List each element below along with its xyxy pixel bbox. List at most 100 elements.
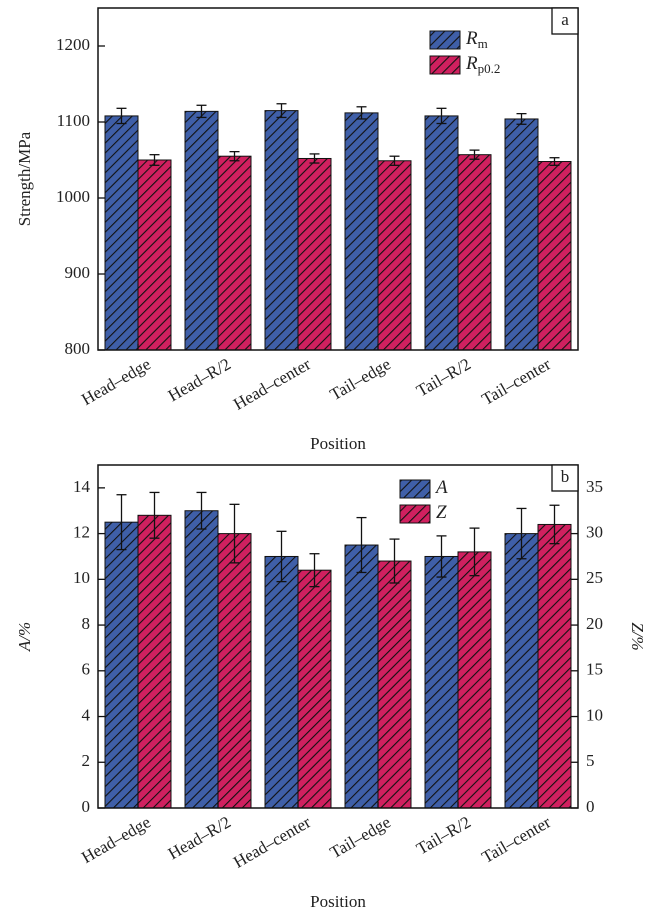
bar-hatch xyxy=(138,160,171,350)
x-tick-label: Head–edge xyxy=(78,812,154,867)
y2-tick-label: 15 xyxy=(586,660,603,679)
x-axis-label: Position xyxy=(310,892,366,911)
x-tick-label: Tail–R/2 xyxy=(413,812,474,858)
bar-hatch xyxy=(538,161,571,350)
bar-hatch xyxy=(425,115,458,350)
y-tick-label: 12 xyxy=(73,523,90,542)
bar-hatch xyxy=(298,158,331,350)
y2-tick-label: 0 xyxy=(586,797,595,816)
bar-hatch xyxy=(505,118,538,351)
x-tick-label: Tail–R/2 xyxy=(413,354,474,400)
bar-hatch xyxy=(105,115,138,350)
legend-hatch xyxy=(400,480,430,498)
panel-label: a xyxy=(561,10,569,29)
plot-frame xyxy=(97,7,579,351)
y-tick-label: 4 xyxy=(82,705,91,724)
legend-hatch xyxy=(400,505,430,523)
y-tick-label: 1100 xyxy=(57,111,90,130)
bar-hatch xyxy=(458,551,491,808)
bar-hatch xyxy=(345,545,378,808)
y-tick-label: 900 xyxy=(65,263,91,282)
x-tick-label: Tail–center xyxy=(478,354,554,409)
error-bar xyxy=(356,516,367,574)
bar-hatch xyxy=(298,570,331,808)
y-tick-label: 2 xyxy=(82,751,91,770)
panel-box xyxy=(551,464,579,492)
x-tick-label: Head–R/2 xyxy=(165,812,234,863)
y-tick-label: 8 xyxy=(82,614,91,633)
legend-label: A xyxy=(434,477,448,498)
error-bar xyxy=(149,154,160,166)
y2-tick-label: 35 xyxy=(586,477,603,496)
y-tick-label: 1000 xyxy=(56,187,90,206)
bar-hatch xyxy=(505,533,538,808)
plot-frame xyxy=(97,464,579,809)
error-bar xyxy=(309,153,320,164)
bar-hatch xyxy=(265,556,298,808)
bar-hatch xyxy=(185,510,218,808)
y-axis-label: A/% xyxy=(15,622,34,652)
bar-hatch xyxy=(378,160,411,350)
error-bar xyxy=(196,104,207,119)
error-bar xyxy=(276,530,287,583)
error-bar xyxy=(436,535,447,578)
y-tick-label: 0 xyxy=(82,797,91,816)
error-bar xyxy=(116,494,127,551)
x-tick-label: Head–R/2 xyxy=(165,354,234,405)
legend-hatch xyxy=(430,31,460,49)
y2-axis-label: Z/% xyxy=(628,622,647,650)
bar-hatch xyxy=(218,533,251,808)
bar-hatch xyxy=(265,110,298,350)
error-bar xyxy=(516,507,527,560)
legend-label: Z xyxy=(436,502,447,523)
bar-hatch xyxy=(185,111,218,350)
legend-label: Rm xyxy=(465,28,488,51)
error-bar xyxy=(196,491,207,530)
y2-tick-label: 20 xyxy=(586,614,603,633)
legend-label: Rp0.2 xyxy=(465,53,500,76)
x-tick-label: Tail–center xyxy=(478,812,554,867)
panel-box xyxy=(551,7,579,35)
y-axis-label: Strength/MPa xyxy=(15,131,34,226)
error-bar xyxy=(116,107,127,125)
y2-tick-label: 10 xyxy=(586,705,603,724)
error-bar xyxy=(229,503,240,564)
bar-hatch xyxy=(538,524,571,808)
error-bar xyxy=(549,157,560,166)
y2-tick-label: 25 xyxy=(586,568,603,587)
y-tick-label: 14 xyxy=(73,477,91,496)
error-bar xyxy=(549,504,560,545)
error-bar xyxy=(149,491,160,539)
x-tick-label: Head–center xyxy=(230,812,314,872)
error-bar xyxy=(356,106,367,120)
y-tick-label: 6 xyxy=(82,660,91,679)
error-bar xyxy=(276,103,287,119)
error-bar xyxy=(309,553,320,588)
y2-tick-label: 5 xyxy=(586,751,595,770)
bar-hatch xyxy=(458,154,491,350)
x-tick-label: Head–center xyxy=(230,354,314,414)
error-bar xyxy=(229,150,240,162)
error-bar xyxy=(469,149,480,160)
y2-tick-label: 30 xyxy=(586,523,603,542)
bar-hatch xyxy=(378,561,411,808)
bar-hatch xyxy=(218,156,251,350)
error-bar xyxy=(436,107,447,125)
error-bar xyxy=(469,527,480,577)
bar-hatch xyxy=(345,112,378,350)
y-tick-label: 1200 xyxy=(56,35,90,54)
y-tick-label: 800 xyxy=(65,339,91,358)
x-axis-label: Position xyxy=(310,434,366,453)
legend-hatch xyxy=(430,56,460,74)
x-tick-label: Tail–edge xyxy=(327,812,394,862)
x-tick-label: Tail–edge xyxy=(327,354,394,404)
error-bar xyxy=(389,155,400,166)
x-tick-label: Head–edge xyxy=(78,354,154,409)
y-tick-label: 10 xyxy=(73,568,90,587)
error-bar xyxy=(389,538,400,584)
bar-hatch xyxy=(105,522,138,808)
error-bar xyxy=(516,112,527,125)
panel-label: b xyxy=(561,467,570,486)
bar-hatch xyxy=(138,515,171,808)
